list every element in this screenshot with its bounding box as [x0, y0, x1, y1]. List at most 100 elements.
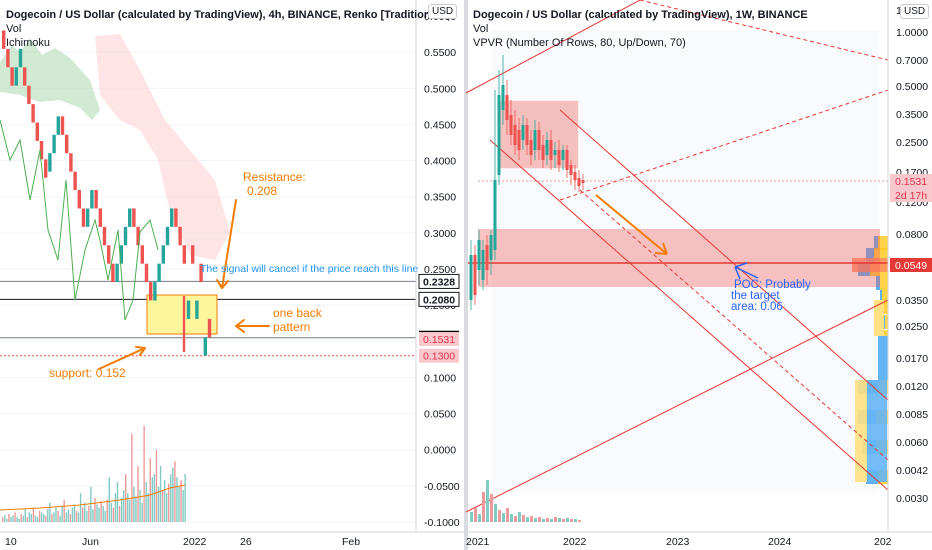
falling-channel-mid-dash: [559, 89, 889, 201]
right-y-tick: 0.0800: [896, 229, 928, 241]
right-volume-bar: [562, 519, 565, 522]
right-volume-bar: [490, 494, 493, 522]
left-x-tick: 26: [240, 536, 252, 548]
left-volume-bar: [125, 474, 127, 522]
annotation-arrows: [98, 199, 270, 370]
left-annotations: Resistance: 0.208 The signal will cancel…: [49, 170, 418, 380]
right-volume-bar: [574, 519, 577, 522]
renko-down-brick: [140, 245, 144, 264]
renko-up-brick: [153, 282, 157, 301]
left-volume-bar: [63, 499, 65, 522]
renko-down-brick: [199, 263, 203, 283]
renko-down-brick: [182, 245, 186, 264]
right-currency-button[interactable]: USD: [900, 4, 930, 19]
left-y-tick: 0.5000: [424, 83, 456, 95]
left-volume-bar: [47, 509, 49, 522]
left-plot-area: Resistance: 0.208 The signal will cancel…: [0, 0, 464, 548]
channel-top-upper: [465, 0, 641, 94]
right-arrows: [595, 194, 759, 280]
renko-down-brick: [44, 159, 48, 178]
resistance-value: 0.208: [247, 184, 277, 198]
right-volume-bar: [502, 513, 505, 522]
left-volume-bar: [24, 509, 26, 522]
vpvr-down-row: [884, 300, 888, 314]
renko-up-brick: [128, 208, 132, 227]
left-volume-bar: [4, 515, 6, 522]
renko-down-brick: [81, 208, 86, 227]
support-label: support: 0.152: [49, 366, 126, 380]
left-volume-bar: [166, 493, 168, 522]
right-price-label-bg: [890, 174, 932, 188]
left-price-label-bg: [419, 348, 459, 363]
left-volume-bar: [161, 490, 164, 522]
left-volume-bar: [135, 496, 137, 522]
renko-down-brick: [69, 153, 73, 172]
right-price-label-text: 2d 17h: [895, 190, 927, 202]
left-volume-bar: [180, 480, 182, 522]
left-volume-bar: [94, 498, 96, 522]
left-y-tick: 0.4500: [424, 119, 456, 131]
left-volume-bar: [22, 515, 24, 522]
vpvr-mid-up: [878, 336, 888, 380]
cloud-bullish: [0, 38, 100, 120]
left-volume-bar: [86, 510, 88, 522]
renko-up-brick: [170, 208, 174, 227]
left-y-tick: 0.3000: [424, 228, 456, 240]
right-volume-bar: [498, 510, 501, 522]
left-y-tick: -0.1000: [424, 517, 460, 529]
candle-down: [485, 245, 489, 270]
right-y-tick: 0.0170: [896, 353, 928, 365]
right-chart-title: Dogecoin / US Dollar (calculated by Trad…: [473, 9, 808, 21]
left-time-axis: 10 Jun 2022 26 Feb: [0, 531, 464, 548]
vpvr-down-row: [878, 236, 888, 250]
renko-down-brick: [27, 85, 31, 105]
left-volume-bar: [84, 502, 86, 522]
left-volume-bar: [110, 502, 113, 522]
right-volume-bar: [522, 515, 525, 522]
right-price-label: 0.1531: [890, 174, 932, 188]
candle-down: [513, 125, 517, 145]
left-volume-bar: [151, 477, 154, 522]
right-volume-bar: [550, 519, 553, 522]
right-volume-bar: [570, 519, 573, 522]
panel-divider: [464, 0, 468, 550]
left-volume-bar: [45, 515, 47, 522]
renko-down-brick: [102, 226, 107, 246]
renko-down-brick: [2, 30, 6, 49]
left-y-tick: 0.1000: [424, 372, 456, 384]
ichimoku-cloud: [0, 34, 230, 260]
vpvr-up-row: [874, 236, 878, 250]
right-volume-bar: [518, 512, 521, 522]
left-y-tick: 0.2500: [424, 264, 456, 276]
right-volume-bar: [534, 518, 537, 522]
right-x-tick: 2024: [768, 536, 792, 548]
left-volume-bar: [71, 507, 74, 522]
left-volume-bar: [120, 498, 123, 522]
right-volume-bar: [542, 519, 545, 522]
candle-up: [561, 150, 565, 160]
right-x-tick: 202: [874, 536, 892, 548]
left-volume-bar: [92, 509, 94, 522]
left-volume-bar: [38, 510, 41, 522]
left-volume-bar: [57, 510, 59, 522]
renko-down-brick: [98, 208, 102, 227]
candle-down: [577, 178, 581, 186]
right-volume-bar: [558, 518, 561, 522]
candle-down: [537, 130, 541, 150]
candle-down: [525, 125, 529, 145]
right-y-tick: 0.5000: [896, 81, 928, 93]
left-volume-bar: [16, 517, 18, 522]
renko-down-brick: [191, 245, 195, 264]
renko-down-brick: [178, 226, 182, 246]
right-y-tick: 0.0120: [896, 381, 928, 393]
left-price-label-text: 0.1531: [423, 334, 455, 346]
left-volume-bar: [6, 518, 8, 522]
left-volume-bar: [178, 486, 180, 522]
left-price-label: 0.2080: [418, 291, 460, 307]
left-currency-button[interactable]: USD: [428, 4, 458, 19]
right-x-tick: 2023: [666, 536, 690, 548]
vpvr-low-zone-blue: [867, 380, 887, 482]
vpvr-range-bg: [492, 30, 879, 492]
renko-up-brick: [119, 245, 123, 264]
